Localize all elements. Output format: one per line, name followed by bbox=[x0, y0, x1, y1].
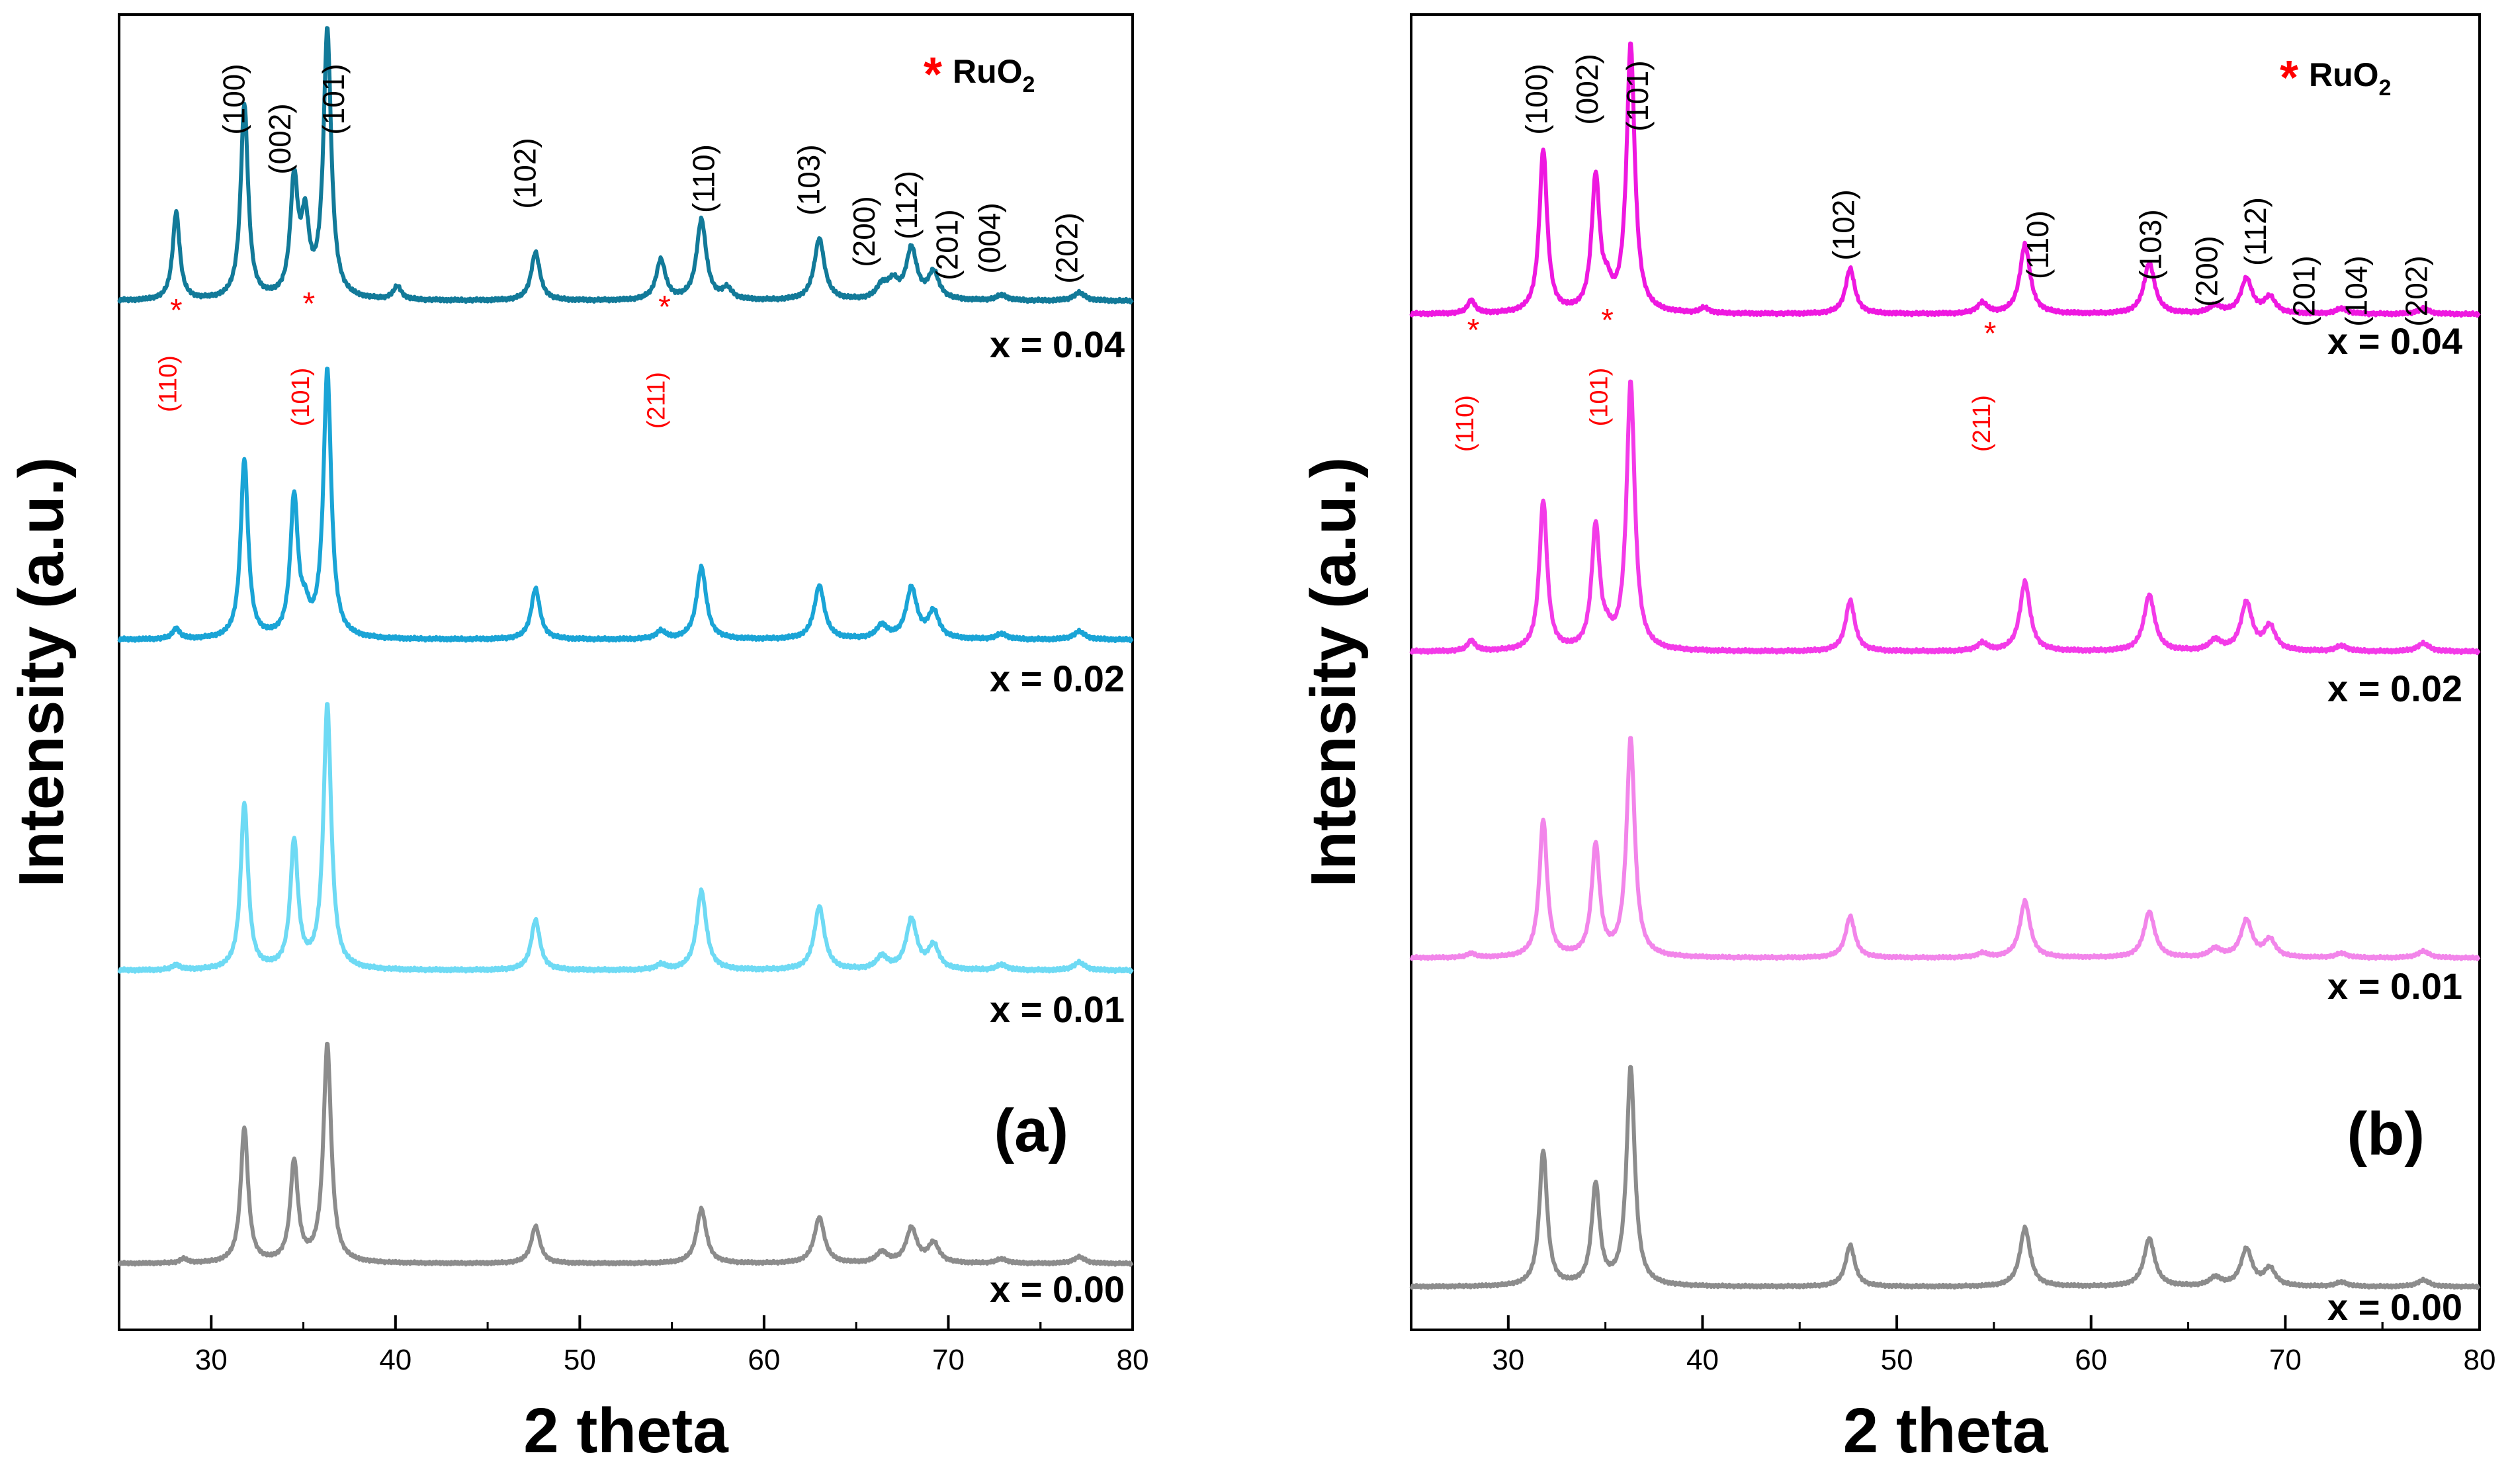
xrd-trace-001 bbox=[1409, 736, 2481, 961]
x-tick-label: 50 bbox=[1881, 1344, 1913, 1376]
xrd-trace-004 bbox=[1409, 41, 2481, 318]
peak-index-label: (200) bbox=[847, 196, 881, 267]
y-axis-label: Intensity (a.u.) bbox=[1298, 457, 1369, 888]
peak-index-label: (101) bbox=[316, 64, 351, 134]
x-tick-label: 70 bbox=[932, 1344, 965, 1376]
peak-index-label: (104) bbox=[2339, 255, 2374, 326]
peak-index-label: (110) bbox=[687, 144, 721, 213]
x-tick-label: 30 bbox=[1492, 1344, 1524, 1376]
legend-ruo2: RuO2 bbox=[2309, 56, 2391, 101]
peak-index-label: (112) bbox=[2238, 197, 2273, 266]
xrd-trace-000 bbox=[1409, 1065, 2481, 1290]
panel-label: (b) bbox=[2347, 1100, 2425, 1168]
ruo2-marker-star: * bbox=[1984, 316, 1997, 351]
x-tick-label: 70 bbox=[2269, 1344, 2302, 1376]
plot-frame bbox=[1410, 13, 2481, 1331]
x-tick-label: 40 bbox=[1686, 1344, 1719, 1376]
peak-index-label: (201) bbox=[930, 209, 964, 280]
composition-label: x = 0.01 bbox=[2327, 965, 2462, 1007]
composition-label: x = 0.02 bbox=[990, 658, 1125, 699]
peak-index-label: (004) bbox=[972, 202, 1006, 273]
legend-star-icon: * bbox=[924, 48, 942, 101]
y-axis-label: Intensity (a.u.) bbox=[6, 457, 77, 888]
peak-index-label: (002) bbox=[263, 103, 297, 174]
legend-ruo2: RuO2 bbox=[953, 53, 1035, 97]
legend-text: RuO bbox=[2309, 56, 2379, 93]
x-tick-label: 80 bbox=[2464, 1344, 2496, 1376]
ruo2-marker-star: * bbox=[658, 290, 671, 325]
peak-index-label: (201) bbox=[2286, 255, 2321, 326]
legend-subscript: 2 bbox=[2379, 75, 2392, 101]
xrd-trace-000 bbox=[117, 1041, 1134, 1267]
ruo2-index-label: (211) bbox=[1968, 395, 1996, 452]
peak-index-label: (002) bbox=[1570, 54, 1604, 124]
peak-index-label: (202) bbox=[2400, 255, 2434, 326]
x-tick-label: 30 bbox=[195, 1344, 228, 1376]
composition-label: x = 0.01 bbox=[990, 988, 1125, 1030]
ruo2-index-label: (110) bbox=[154, 355, 182, 412]
x-tick-label: 60 bbox=[2075, 1344, 2107, 1376]
panel-label: (a) bbox=[994, 1097, 1068, 1164]
ruo2-marker-star: * bbox=[1601, 303, 1614, 338]
xrd-trace-001 bbox=[117, 702, 1134, 975]
composition-label: x = 0.04 bbox=[990, 324, 1125, 365]
composition-label: x = 0.02 bbox=[2327, 668, 2462, 709]
x-tick-label: 60 bbox=[748, 1344, 780, 1376]
peak-index-label: (103) bbox=[791, 144, 826, 215]
xrd-trace-004 bbox=[117, 26, 1134, 305]
ruo2-marker-star: * bbox=[170, 293, 183, 328]
legend-star-icon: * bbox=[2280, 52, 2298, 105]
ruo2-index-label: (110) bbox=[1451, 395, 1479, 452]
peak-index-label: (202) bbox=[1049, 212, 1084, 283]
x-tick-label: 40 bbox=[379, 1344, 411, 1376]
peak-index-label: (102) bbox=[1826, 189, 1860, 260]
composition-label: x = 0.00 bbox=[990, 1268, 1125, 1310]
peak-index-label: (200) bbox=[2190, 236, 2224, 306]
composition-label: x = 0.00 bbox=[2327, 1286, 2462, 1328]
ruo2-index-label: (211) bbox=[642, 372, 670, 429]
ruo2-index-label: (101) bbox=[1586, 368, 1614, 427]
xrd-trace-002 bbox=[1409, 379, 2481, 656]
peak-index-label: (100) bbox=[1520, 64, 1554, 134]
ruo2-marker-star: * bbox=[303, 286, 316, 322]
legend-subscript: 2 bbox=[1023, 72, 1035, 97]
plot-frame bbox=[118, 13, 1134, 1331]
x-axis-label: 2 theta bbox=[523, 1395, 728, 1466]
x-axis-label: 2 theta bbox=[1843, 1395, 2048, 1466]
ruo2-index-label: (101) bbox=[287, 368, 315, 427]
peak-index-label: (101) bbox=[1620, 60, 1655, 131]
x-tick-label: 80 bbox=[1117, 1344, 1149, 1376]
legend-text: RuO bbox=[953, 53, 1023, 90]
ruo2-marker-star: * bbox=[1467, 313, 1480, 348]
xrd-trace-002 bbox=[117, 367, 1134, 644]
peak-index-label: (112) bbox=[889, 171, 924, 240]
x-tick-label: 50 bbox=[564, 1344, 596, 1376]
panel-b: 30 40 50 60 70 80 2 theta Intensity (a.u.) x = 0… bbox=[1298, 13, 2496, 1466]
peak-index-label: (110) bbox=[2020, 210, 2055, 279]
composition-label: x = 0.04 bbox=[2327, 320, 2462, 362]
panel-a: 30 40 50 60 70 80 2 theta Intensity (a.u.) x = 0… bbox=[6, 13, 1149, 1466]
peak-index-label: (100) bbox=[216, 64, 251, 134]
peak-index-label: (103) bbox=[2133, 209, 2167, 280]
peak-index-label: (102) bbox=[508, 138, 542, 208]
